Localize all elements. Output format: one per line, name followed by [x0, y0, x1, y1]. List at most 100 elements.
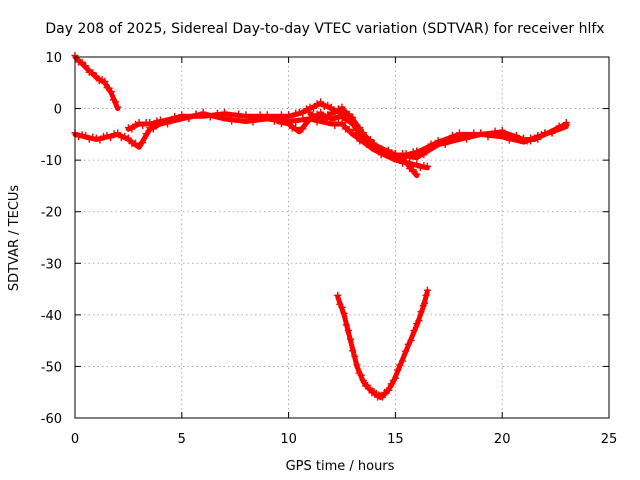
data-point: [135, 119, 143, 127]
data-point: [385, 386, 393, 394]
y-tick-label: 10: [45, 51, 62, 66]
data-point: [422, 291, 430, 299]
data-point: [423, 286, 431, 294]
data-point: [420, 162, 428, 170]
data-point: [256, 111, 264, 119]
data-point: [409, 148, 417, 156]
y-tick-label: -30: [41, 257, 62, 272]
series-track-mid-drop: [306, 103, 421, 179]
data-point: [520, 134, 528, 142]
y-tick-label: -10: [41, 154, 62, 169]
data-point: [394, 366, 402, 374]
data-point: [117, 134, 125, 142]
data-point: [421, 299, 429, 307]
data-point: [206, 113, 214, 121]
data-point: [164, 117, 172, 125]
data-point: [249, 114, 257, 122]
data-point: [327, 108, 335, 116]
data-point: [228, 112, 236, 120]
data-point: [423, 162, 431, 170]
data-point: [455, 129, 463, 137]
data-point: [345, 110, 353, 118]
x-tick-label: 20: [494, 432, 511, 447]
data-point: [391, 374, 399, 382]
chart-title: Day 208 of 2025, Sidereal Day-to-day VTE…: [45, 21, 604, 37]
data-point: [235, 110, 243, 118]
data-point: [338, 111, 346, 119]
data-point: [192, 111, 200, 119]
data-point: [82, 131, 90, 139]
data-point: [377, 144, 385, 152]
data-point: [413, 147, 421, 155]
data-point: [548, 128, 556, 136]
data-point: [285, 111, 293, 119]
data-point: [295, 126, 303, 134]
data-point: [139, 139, 147, 147]
data-point: [399, 155, 407, 163]
y-axis-label: SDTVAR / TECUs: [7, 185, 22, 292]
data-point: [242, 111, 250, 119]
data-point: [448, 131, 456, 139]
data-point: [402, 149, 410, 157]
data-point: [313, 100, 321, 108]
data-point: [221, 108, 229, 116]
data-point: [114, 103, 122, 111]
data-point: [324, 111, 332, 119]
data-point: [153, 117, 161, 125]
data-point: [132, 139, 140, 147]
data-point: [302, 105, 310, 113]
data-point: [99, 132, 107, 140]
data-point: [107, 134, 115, 142]
data-point: [310, 104, 318, 112]
data-point: [463, 132, 471, 140]
plot-frame: [74, 56, 610, 419]
data-point: [441, 137, 449, 145]
data-point: [370, 139, 378, 147]
data-point: [96, 136, 104, 144]
data-point: [124, 124, 132, 132]
data-point: [288, 113, 296, 121]
data-point: [292, 109, 300, 117]
data-point: [320, 103, 328, 111]
data-point: [78, 131, 86, 139]
data-point: [139, 122, 147, 130]
data-point: [352, 122, 360, 130]
data-point: [285, 119, 293, 127]
y-tick-label: -50: [41, 360, 62, 375]
data-point: [135, 142, 143, 150]
data-point: [399, 357, 407, 365]
data-point: [171, 113, 179, 121]
data-point: [324, 101, 332, 109]
data-point: [523, 137, 531, 145]
data-point: [112, 98, 120, 106]
x-tick-label: 0: [71, 432, 79, 447]
data-point: [477, 129, 485, 137]
data-point: [417, 308, 425, 316]
data-point: [299, 125, 307, 133]
data-point: [349, 113, 357, 121]
data-point: [320, 116, 328, 124]
data-point: [512, 131, 520, 139]
y-tick-label: 0: [54, 103, 62, 118]
data-point: [331, 122, 339, 130]
data-point: [470, 129, 478, 137]
data-point: [299, 110, 307, 118]
data-point: [491, 127, 499, 135]
data-point: [375, 391, 383, 399]
data-point: [345, 125, 353, 133]
data-point: [89, 133, 97, 141]
series-track-deep-dip: [334, 286, 431, 401]
data-point: [384, 151, 392, 159]
data-point: [75, 133, 83, 141]
data-point: [128, 125, 136, 133]
data-point: [146, 119, 154, 127]
data-point: [359, 129, 367, 137]
data-point: [274, 116, 282, 124]
series-track: [72, 54, 121, 112]
data-point: [498, 126, 506, 134]
y-tick-label: -20: [41, 206, 62, 221]
x-tick-label: 5: [178, 432, 186, 447]
data-point: [413, 170, 421, 178]
data-point: [342, 321, 350, 329]
data-point: [199, 111, 207, 119]
